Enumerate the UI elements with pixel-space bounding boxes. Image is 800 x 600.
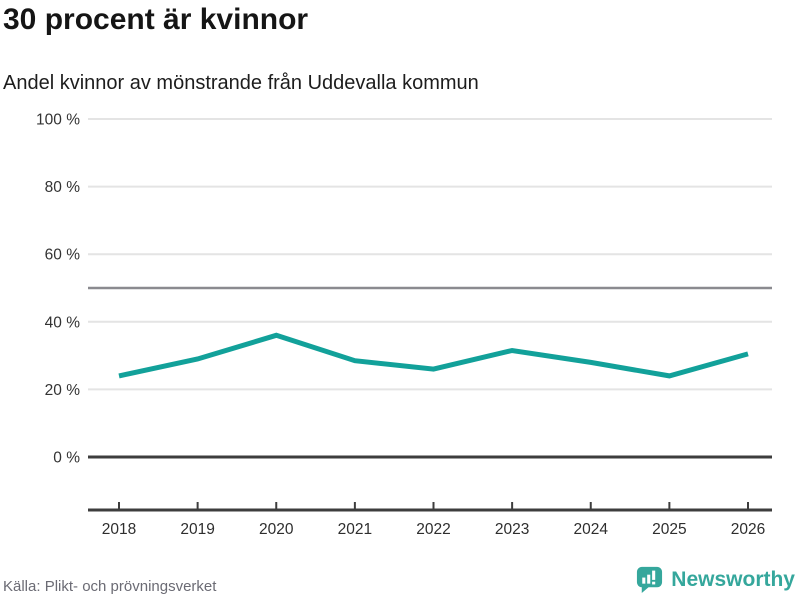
x-tick-label: 2023 [495, 521, 529, 538]
y-tick-label: 80 % [45, 179, 81, 196]
x-tick-label: 2020 [259, 521, 294, 538]
x-tick-label: 2021 [338, 521, 372, 538]
chart-title: 30 procent är kvinnor [3, 3, 309, 36]
y-tick-label: 100 % [36, 112, 80, 129]
y-tick-label: 60 % [45, 247, 81, 264]
logo-bars [642, 570, 656, 585]
series-line [118, 332, 749, 379]
source-note: Källa: Plikt- och prövningsverket [3, 578, 217, 595]
brand-lockup: Newsworthy [635, 565, 795, 594]
newsworthy-logo-icon [637, 566, 663, 594]
x-tick-label: 2019 [180, 521, 214, 538]
y-tick-label: 20 % [45, 382, 81, 399]
y-tick-label: 40 % [45, 314, 81, 331]
x-tick-label: 2025 [652, 521, 686, 538]
x-tick-label: 2026 [731, 521, 765, 538]
chart-subtitle: Andel kvinnor av mönstrande från Uddeval… [3, 72, 479, 94]
brand-wordmark: Newsworthy [671, 567, 795, 591]
x-tick-label: 2024 [574, 521, 609, 538]
x-tick-label: 2022 [416, 521, 450, 538]
x-tick-label: 2018 [102, 521, 136, 538]
y-tick-label: 0 % [53, 450, 80, 467]
